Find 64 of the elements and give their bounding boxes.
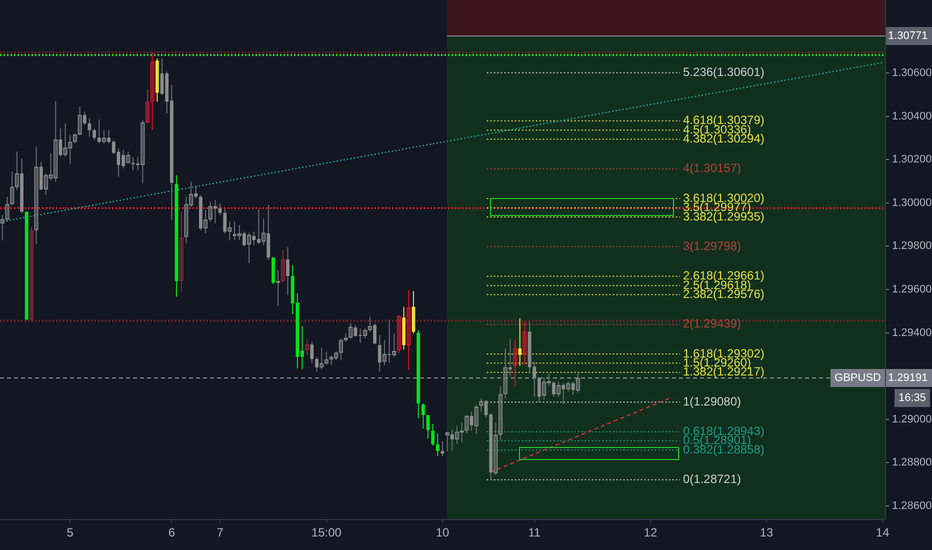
annotation: GBPUSD xyxy=(834,372,882,384)
candlestick xyxy=(406,290,411,371)
candlestick xyxy=(92,128,96,141)
candlestick xyxy=(10,171,14,206)
ref-line-label: 1(1.29080) xyxy=(682,394,742,408)
candlestick xyxy=(348,322,353,339)
x-tick-label: 7 xyxy=(216,526,224,540)
candlestick xyxy=(522,321,527,366)
candlestick xyxy=(431,423,435,446)
candlestick xyxy=(436,432,440,456)
x-tick-label: 10 xyxy=(436,526,450,540)
candlestick xyxy=(498,386,503,440)
candlestick xyxy=(518,318,522,366)
candlestick xyxy=(324,351,328,366)
y-tick-label: 1.29800 xyxy=(892,240,932,252)
y-tick-label: 1.30200 xyxy=(892,154,932,166)
x-tick-label: 13 xyxy=(760,526,774,540)
y-tick-label: 1.29000 xyxy=(892,413,932,426)
ref-line-label: 0(1.28721) xyxy=(682,472,742,486)
ref-line-label: 4(1.30157) xyxy=(682,161,742,176)
ref-line-label: 4.618(1.30379) xyxy=(682,113,764,128)
candlestick xyxy=(513,338,518,388)
candlestick xyxy=(280,250,285,284)
ref-line-label: 1.29191 xyxy=(888,372,928,384)
ref-line-label: 1.618(1.29302) xyxy=(682,346,764,360)
candlestick xyxy=(150,52,154,131)
candlestick xyxy=(479,398,484,412)
x-tick-label: 15:00 xyxy=(311,526,342,540)
ref-line-label: 2(1.29439) xyxy=(682,316,742,331)
ref-line-label: 3.618(1.30020) xyxy=(682,190,764,205)
candlestick xyxy=(474,404,478,434)
text: 16:35 xyxy=(898,392,926,404)
candlestick xyxy=(464,414,469,434)
ref-line-label: 2.618(1.29661) xyxy=(682,268,764,283)
candlestick xyxy=(310,341,314,364)
y-tick-label: 1.29400 xyxy=(892,326,932,339)
y-tick-label: 1.28800 xyxy=(892,456,932,469)
candlestick xyxy=(29,226,34,322)
candlestick xyxy=(396,314,401,354)
candlestick xyxy=(276,270,280,306)
ref-line-label: 5.236(1.30601) xyxy=(682,65,764,80)
candlestick xyxy=(179,211,184,292)
x-tick-label: 5 xyxy=(66,526,74,540)
y-tick-label: 1.28600 xyxy=(892,500,932,512)
y-tick-label: 1.30600 xyxy=(892,67,932,79)
candlestick xyxy=(72,132,77,144)
y-tick-label: 1.30400 xyxy=(892,110,932,122)
x-tick-label: 14 xyxy=(876,526,890,540)
candlestick xyxy=(305,338,310,356)
x-tick-label: 6 xyxy=(168,526,176,540)
candlestick xyxy=(363,328,368,339)
ref-line-label: 0.618(1.28943) xyxy=(682,424,764,438)
ref-line-label: 1.30771 xyxy=(888,30,928,42)
candlestick xyxy=(576,372,580,394)
y-tick-label: 1.29600 xyxy=(892,284,932,296)
x-tick-label: 11 xyxy=(528,526,541,540)
candlestick xyxy=(218,203,222,216)
ref-line-label: 3(1.29798) xyxy=(682,238,742,253)
y-tick-label: 1.30000 xyxy=(892,196,932,209)
x-tick-label: 12 xyxy=(644,526,658,540)
candlestick xyxy=(146,88,150,124)
candlestick xyxy=(286,246,290,296)
candlestick xyxy=(421,402,425,429)
candlestick xyxy=(338,338,343,361)
